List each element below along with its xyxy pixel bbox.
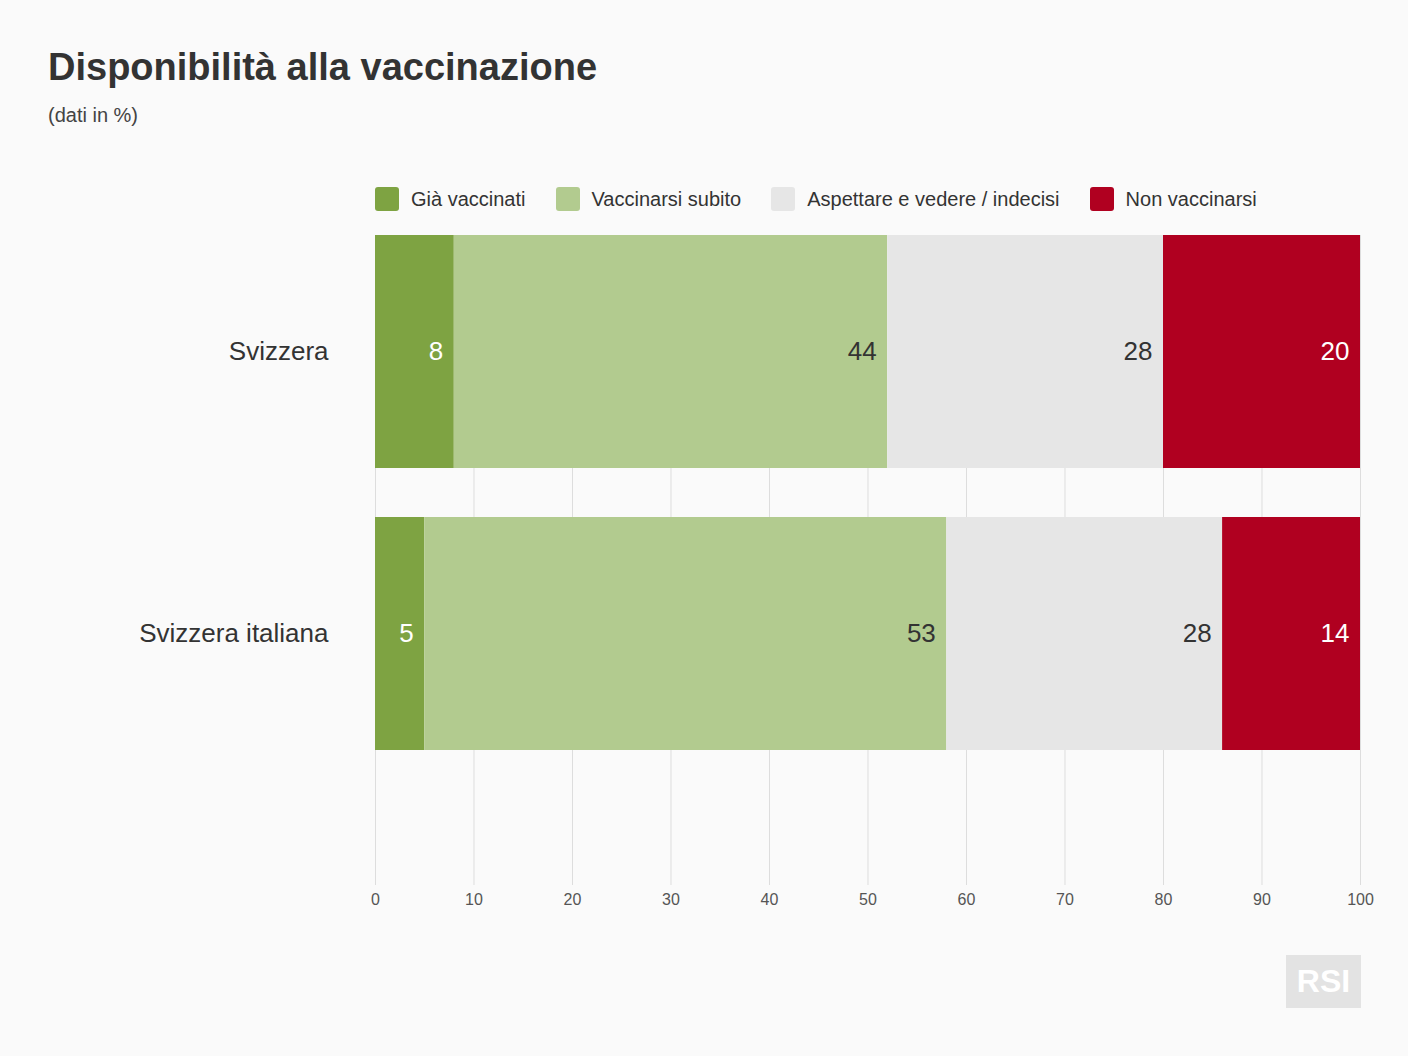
svg-text:28: 28 — [1124, 336, 1153, 366]
html-text:Già vaccinati: Già vaccinati — [411, 187, 526, 210]
svg-text:Svizzera: Svizzera — [229, 336, 329, 366]
svg-text:100: 100 — [1347, 891, 1374, 908]
svg-text:8: 8 — [429, 336, 443, 366]
svg-text:30: 30 — [662, 891, 680, 908]
svg-text:90: 90 — [1253, 891, 1271, 908]
html-text:Disponibilità alla vaccinazion: Disponibilità alla vaccinazione — [48, 46, 598, 88]
svg-text:50: 50 — [859, 891, 877, 908]
svg-text:40: 40 — [761, 891, 779, 908]
svg-text:80: 80 — [1155, 891, 1173, 908]
svg-text:Svizzera italiana: Svizzera italiana — [139, 618, 329, 648]
svg-text:14: 14 — [1321, 618, 1350, 648]
svg-text:70: 70 — [1056, 891, 1074, 908]
html-text:Non vaccinarsi: Non vaccinarsi — [1125, 187, 1257, 210]
html-text:RSI: RSI — [1296, 963, 1351, 999]
svg-text:5: 5 — [399, 618, 413, 648]
html-text:(dati in %): (dati in %) — [48, 104, 138, 126]
svg-text:10: 10 — [465, 891, 483, 908]
html-text:Aspettare e vedere / indecisi: Aspettare e vedere / indecisi — [807, 187, 1060, 210]
svg-text:20: 20 — [1321, 336, 1350, 366]
svg-text:53: 53 — [907, 618, 936, 648]
svg-text:0: 0 — [371, 891, 380, 908]
svg-text:20: 20 — [564, 891, 582, 908]
html-text:Vaccinarsi subito: Vaccinarsi subito — [591, 187, 742, 210]
svg-text:44: 44 — [848, 336, 877, 366]
svg-text:28: 28 — [1183, 618, 1212, 648]
svg-text:60: 60 — [958, 891, 976, 908]
